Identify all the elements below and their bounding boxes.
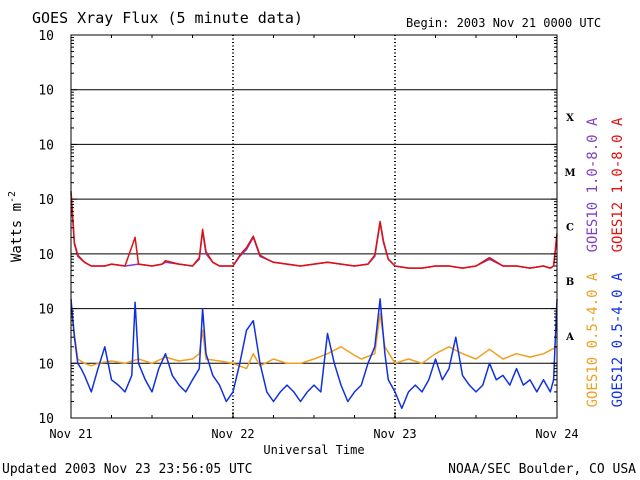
x-tick-label: Nov 21 bbox=[49, 427, 92, 441]
y-tick-label: 10 bbox=[38, 138, 54, 153]
y-tick-label: 10 bbox=[38, 29, 54, 44]
day-dividers bbox=[232, 35, 396, 418]
chart-title: GOES Xray Flux (5 minute data) bbox=[32, 9, 303, 27]
series-layer bbox=[70, 191, 558, 410]
x-tick-label: Nov 24 bbox=[535, 427, 578, 441]
y-tick-label: 10 bbox=[38, 248, 54, 263]
y-tick-label: 10 bbox=[38, 412, 54, 427]
y-tick-label: 10 bbox=[38, 357, 54, 372]
series-line bbox=[70, 191, 558, 269]
series-line bbox=[70, 308, 558, 370]
y-axis-label-exponent: -2 bbox=[7, 191, 18, 203]
updated-timestamp: Updated 2003 Nov 23 23:56:05 UTC bbox=[2, 462, 252, 477]
flare-class-label: C bbox=[566, 223, 574, 234]
legend-entry: GOES10 1.0-8.0 A bbox=[585, 117, 601, 252]
grid-lines bbox=[71, 89, 557, 364]
y-axis-label-text: Watts m bbox=[9, 203, 25, 262]
legend: GOES10 1.0-8.0 A GOES12 1.0-8.0 A GOES10 0… bbox=[585, 117, 626, 407]
svg-text:Watts m-2: Watts m-2 bbox=[7, 191, 25, 262]
series-line bbox=[70, 298, 558, 410]
y-tick-label: 10 bbox=[38, 193, 54, 208]
x-tick-label: Nov 23 bbox=[373, 427, 416, 441]
y-tick-label: 10 bbox=[38, 84, 54, 99]
x-axis-ticks: Nov 21 Nov 22 Nov 23 Nov 24 bbox=[49, 35, 579, 441]
x-tick-label: Nov 22 bbox=[211, 427, 254, 441]
flare-class-label: B bbox=[566, 277, 574, 288]
flare-class-labels: X M C B A bbox=[564, 113, 575, 343]
legend-entry: GOES12 0.5-4.0 A bbox=[610, 272, 626, 407]
begin-label: Begin: 2003 Nov 21 0000 UTC bbox=[406, 16, 601, 30]
y-axis-ticks: 10-210-310-410-510-610-710-810-9 bbox=[38, 29, 557, 427]
y-tick-label: 10 bbox=[38, 303, 54, 318]
legend-entry: GOES10 0.5-4.0 A bbox=[585, 272, 601, 407]
data-source-label: NOAA/SEC Boulder, CO USA bbox=[448, 462, 636, 477]
y-axis-label: Watts m-2 bbox=[7, 191, 25, 262]
flare-class-label: X bbox=[566, 113, 574, 124]
flare-class-label: M bbox=[564, 168, 575, 179]
legend-entry: GOES12 1.0-8.0 A bbox=[610, 117, 626, 252]
x-axis-label: Universal Time bbox=[263, 443, 364, 457]
flare-class-label: A bbox=[565, 332, 574, 343]
